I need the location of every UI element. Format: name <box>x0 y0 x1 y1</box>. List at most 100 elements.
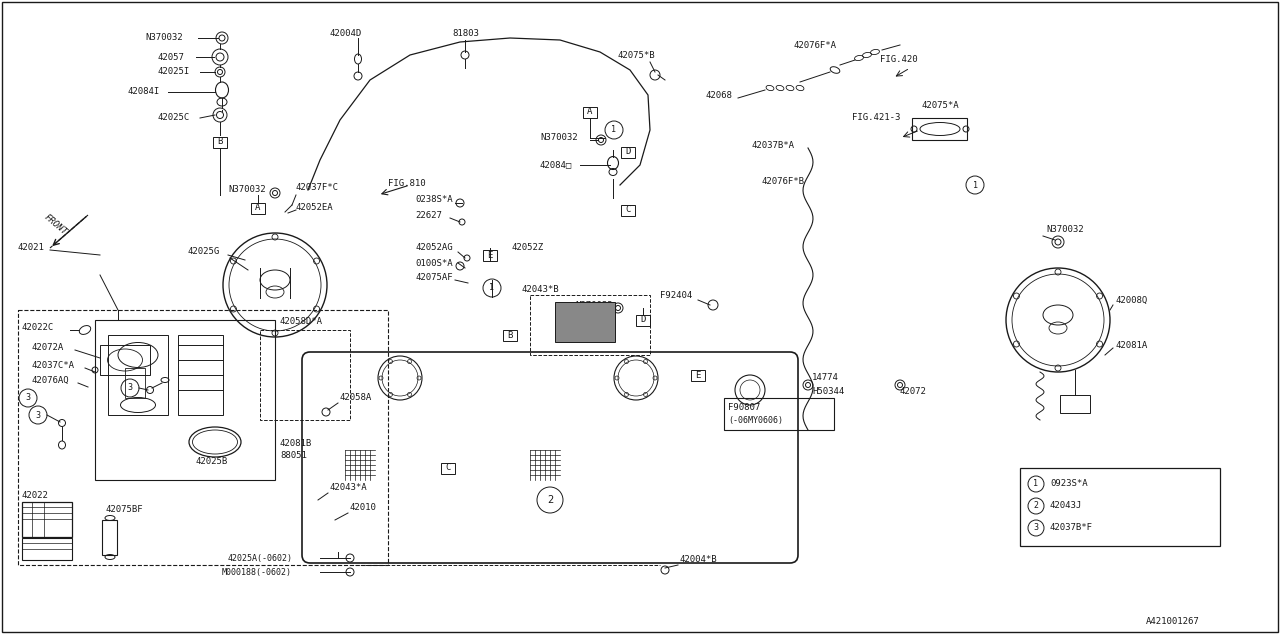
Text: 42075BF: 42075BF <box>105 506 142 515</box>
Bar <box>1020 468 1220 546</box>
Bar <box>556 302 614 342</box>
Bar <box>483 250 497 260</box>
Text: 42052AG: 42052AG <box>415 243 453 253</box>
Text: 88051: 88051 <box>280 451 307 460</box>
Bar <box>22 538 72 560</box>
Bar <box>503 330 517 340</box>
Text: A421001267: A421001267 <box>1147 618 1201 627</box>
Text: F92404: F92404 <box>660 291 692 300</box>
Text: 42025G: 42025G <box>188 248 220 257</box>
Text: 3: 3 <box>128 383 133 392</box>
Bar <box>108 335 168 415</box>
Bar <box>582 106 596 118</box>
Text: 42057: 42057 <box>157 52 184 61</box>
Bar <box>125 368 145 398</box>
Text: N370032: N370032 <box>145 33 183 42</box>
Text: 42025I: 42025I <box>157 67 191 77</box>
Text: 42072: 42072 <box>900 387 927 397</box>
Text: 22627: 22627 <box>415 211 442 220</box>
Text: 42072A: 42072A <box>32 344 64 353</box>
Text: 14774: 14774 <box>812 374 838 383</box>
Text: 42043*B: 42043*B <box>522 285 559 294</box>
Text: 1: 1 <box>973 180 978 189</box>
Bar <box>18 310 388 565</box>
Text: 42037B*F: 42037B*F <box>1050 524 1093 532</box>
Text: 42037F*C: 42037F*C <box>296 184 339 193</box>
Text: 0100S*A: 0100S*A <box>415 259 453 268</box>
Text: 42076F*A: 42076F*A <box>794 40 836 49</box>
Text: 42058A: 42058A <box>340 394 372 403</box>
Text: A: A <box>255 204 261 212</box>
Bar <box>100 345 150 375</box>
Text: N370032: N370032 <box>575 301 613 310</box>
Text: 0923S*A: 0923S*A <box>1050 479 1088 488</box>
Text: H50344: H50344 <box>812 387 845 397</box>
Text: 2: 2 <box>547 495 553 505</box>
Text: 42084□: 42084□ <box>540 161 572 170</box>
Text: 3: 3 <box>1033 524 1038 532</box>
Text: 42043J: 42043J <box>1050 502 1083 511</box>
Text: 42081A: 42081A <box>1115 340 1147 349</box>
Text: E: E <box>488 250 493 259</box>
Text: 42075*A: 42075*A <box>922 100 960 109</box>
Text: D: D <box>626 147 631 157</box>
Text: 42037B*A: 42037B*A <box>753 141 795 150</box>
Text: C: C <box>626 205 631 214</box>
Text: B: B <box>218 138 223 147</box>
Text: 42037C*A: 42037C*A <box>32 360 76 369</box>
Bar <box>442 463 454 474</box>
Text: 42022C: 42022C <box>22 323 54 333</box>
Text: 81803: 81803 <box>452 29 479 38</box>
Text: 42058D*A: 42058D*A <box>280 317 323 326</box>
Text: M000188(-0602): M000188(-0602) <box>221 568 292 577</box>
Bar <box>212 136 227 147</box>
Bar <box>95 320 275 480</box>
Text: 42084I: 42084I <box>128 88 160 97</box>
Bar <box>691 369 705 381</box>
Text: 0238S*A: 0238S*A <box>415 195 453 205</box>
Text: 42025C: 42025C <box>157 113 191 122</box>
Text: 42022: 42022 <box>22 490 49 499</box>
Text: B: B <box>507 330 513 339</box>
Text: 42075*B: 42075*B <box>618 51 655 60</box>
Text: 2: 2 <box>1033 502 1038 511</box>
Text: 42075AF: 42075AF <box>415 273 453 282</box>
Text: 42076F*B: 42076F*B <box>762 177 805 186</box>
Text: 3: 3 <box>26 394 31 403</box>
Text: 42052Z: 42052Z <box>512 243 544 253</box>
Text: 1: 1 <box>612 125 617 134</box>
Bar <box>621 147 635 157</box>
Text: FIG.421-3: FIG.421-3 <box>852 113 900 122</box>
Bar <box>636 314 650 326</box>
Text: C: C <box>445 463 451 472</box>
Text: 3: 3 <box>36 410 41 419</box>
Text: 42052EA: 42052EA <box>296 204 334 212</box>
Bar <box>102 520 116 555</box>
Bar <box>530 295 650 355</box>
Bar <box>251 202 265 214</box>
Bar <box>911 118 966 140</box>
Text: 42081B: 42081B <box>280 438 312 447</box>
Bar <box>260 330 349 420</box>
Text: FIG.420: FIG.420 <box>881 56 918 65</box>
Text: 42004D: 42004D <box>330 29 362 38</box>
Bar <box>621 205 635 216</box>
Text: N370032: N370032 <box>228 186 266 195</box>
Text: F90807: F90807 <box>728 403 760 413</box>
Text: N370032: N370032 <box>540 134 577 143</box>
Text: 1: 1 <box>489 284 494 292</box>
Text: FRONT: FRONT <box>42 213 68 237</box>
Text: 42021: 42021 <box>18 243 45 253</box>
Bar <box>724 398 835 430</box>
Bar <box>178 335 223 415</box>
Text: (-06MY0606): (-06MY0606) <box>728 415 783 424</box>
Text: 42010: 42010 <box>349 504 376 513</box>
Text: D: D <box>640 316 645 324</box>
Text: 42025A(-0602): 42025A(-0602) <box>228 554 293 563</box>
Text: 42025B: 42025B <box>196 458 228 467</box>
Text: N370032: N370032 <box>1046 225 1084 234</box>
Text: E: E <box>695 371 700 380</box>
Text: 42004*B: 42004*B <box>680 556 718 564</box>
Bar <box>1060 395 1091 413</box>
Text: A: A <box>588 108 593 116</box>
